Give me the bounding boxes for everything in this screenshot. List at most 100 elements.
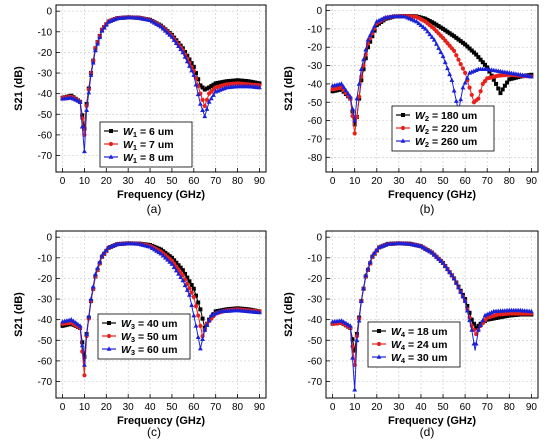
- data-point: [423, 16, 428, 21]
- data-point: [469, 92, 474, 98]
- data-point: [339, 81, 344, 86]
- legend-label: W4 = 18 um: [391, 326, 447, 339]
- data-point: [103, 22, 109, 27]
- data-point: [420, 24, 426, 29]
- data-point: [202, 327, 208, 332]
- data-point: [465, 44, 470, 49]
- data-point: [469, 48, 474, 53]
- legend-swatch-marker: [401, 113, 405, 117]
- data-point: [341, 84, 347, 89]
- data-point: [80, 116, 85, 121]
- y-tick-label: -50: [308, 98, 323, 109]
- data-point: [231, 78, 236, 83]
- legend-label: W1 = 7 um: [123, 139, 174, 152]
- data-point: [193, 323, 199, 328]
- data-point: [169, 255, 174, 260]
- data-point: [211, 82, 216, 87]
- legend-label: W1 = 6 um: [123, 126, 174, 139]
- legend-swatch-marker: [400, 125, 406, 131]
- data-point: [163, 250, 168, 255]
- y-tick-label: -30: [38, 69, 53, 80]
- data-point: [425, 29, 430, 34]
- data-point: [239, 78, 244, 83]
- x-tick-label: 60: [460, 176, 472, 187]
- plot-frame: [325, 230, 539, 399]
- data-point: [196, 300, 201, 305]
- data-point: [191, 312, 197, 318]
- x-tick-label: 30: [123, 176, 135, 187]
- data-point: [438, 258, 444, 263]
- data-point: [184, 287, 190, 292]
- data-point: [431, 252, 437, 257]
- data-point: [365, 266, 371, 271]
- data-point: [176, 43, 181, 49]
- x-tick-label: 80: [232, 402, 244, 413]
- legend-label: W3 = 50 um: [121, 331, 177, 344]
- data-point: [451, 275, 457, 281]
- data-point: [165, 252, 170, 257]
- data-point: [458, 39, 463, 44]
- data-point: [257, 309, 262, 315]
- data-point: [347, 94, 353, 99]
- data-point: [182, 282, 188, 288]
- data-point: [255, 80, 260, 85]
- data-point: [464, 308, 470, 313]
- x-tick-label: 10: [79, 176, 91, 187]
- x-tick-label: 0: [60, 176, 66, 187]
- data-point: [352, 122, 357, 127]
- data-point: [425, 17, 430, 22]
- data-point: [82, 362, 87, 367]
- data-point: [467, 317, 472, 323]
- plot-frame: [325, 4, 539, 173]
- series-3: [60, 240, 262, 367]
- data-point: [352, 118, 358, 123]
- data-point: [357, 94, 362, 99]
- data-point: [471, 321, 476, 326]
- legend-swatch-marker: [108, 154, 114, 159]
- data-point: [92, 47, 98, 53]
- data-point: [165, 30, 170, 35]
- data-point: [460, 84, 466, 90]
- data-point: [436, 256, 442, 261]
- data-point: [451, 88, 457, 93]
- data-point: [218, 80, 223, 85]
- data-point: [204, 106, 210, 111]
- data-point: [350, 355, 355, 360]
- legend-label: W4 = 30 um: [391, 352, 447, 365]
- data-point: [478, 89, 483, 94]
- x-tick-label: 50: [166, 176, 178, 187]
- y-tick-label: -10: [38, 253, 53, 264]
- legend-swatch-marker: [107, 321, 111, 325]
- data-point: [235, 78, 240, 83]
- data-point: [456, 284, 461, 290]
- data-point: [88, 296, 94, 301]
- y-tick-label: -40: [308, 315, 323, 326]
- data-point: [99, 253, 105, 258]
- data-point: [452, 34, 457, 39]
- data-point: [491, 316, 496, 321]
- x-tick-label: 70: [482, 176, 494, 187]
- data-point: [434, 254, 439, 259]
- data-point: [427, 19, 432, 24]
- legend-swatch-marker: [109, 129, 113, 133]
- data-point: [161, 249, 166, 254]
- legend-swatch-marker: [376, 354, 382, 359]
- data-point: [469, 327, 475, 332]
- data-point: [173, 40, 179, 45]
- x-tick-label: 70: [210, 402, 222, 413]
- data-point: [198, 307, 203, 312]
- data-point: [416, 20, 422, 26]
- x-axis-title: Frequency (GHz): [117, 415, 205, 427]
- data-point: [454, 35, 459, 40]
- data-point: [215, 80, 220, 85]
- data-point: [471, 50, 476, 55]
- data-point: [451, 48, 457, 53]
- data-point: [160, 253, 166, 258]
- data-point: [440, 260, 446, 265]
- data-point: [229, 78, 233, 83]
- data-point: [369, 28, 375, 33]
- data-point: [372, 28, 377, 33]
- data-point: [242, 78, 247, 83]
